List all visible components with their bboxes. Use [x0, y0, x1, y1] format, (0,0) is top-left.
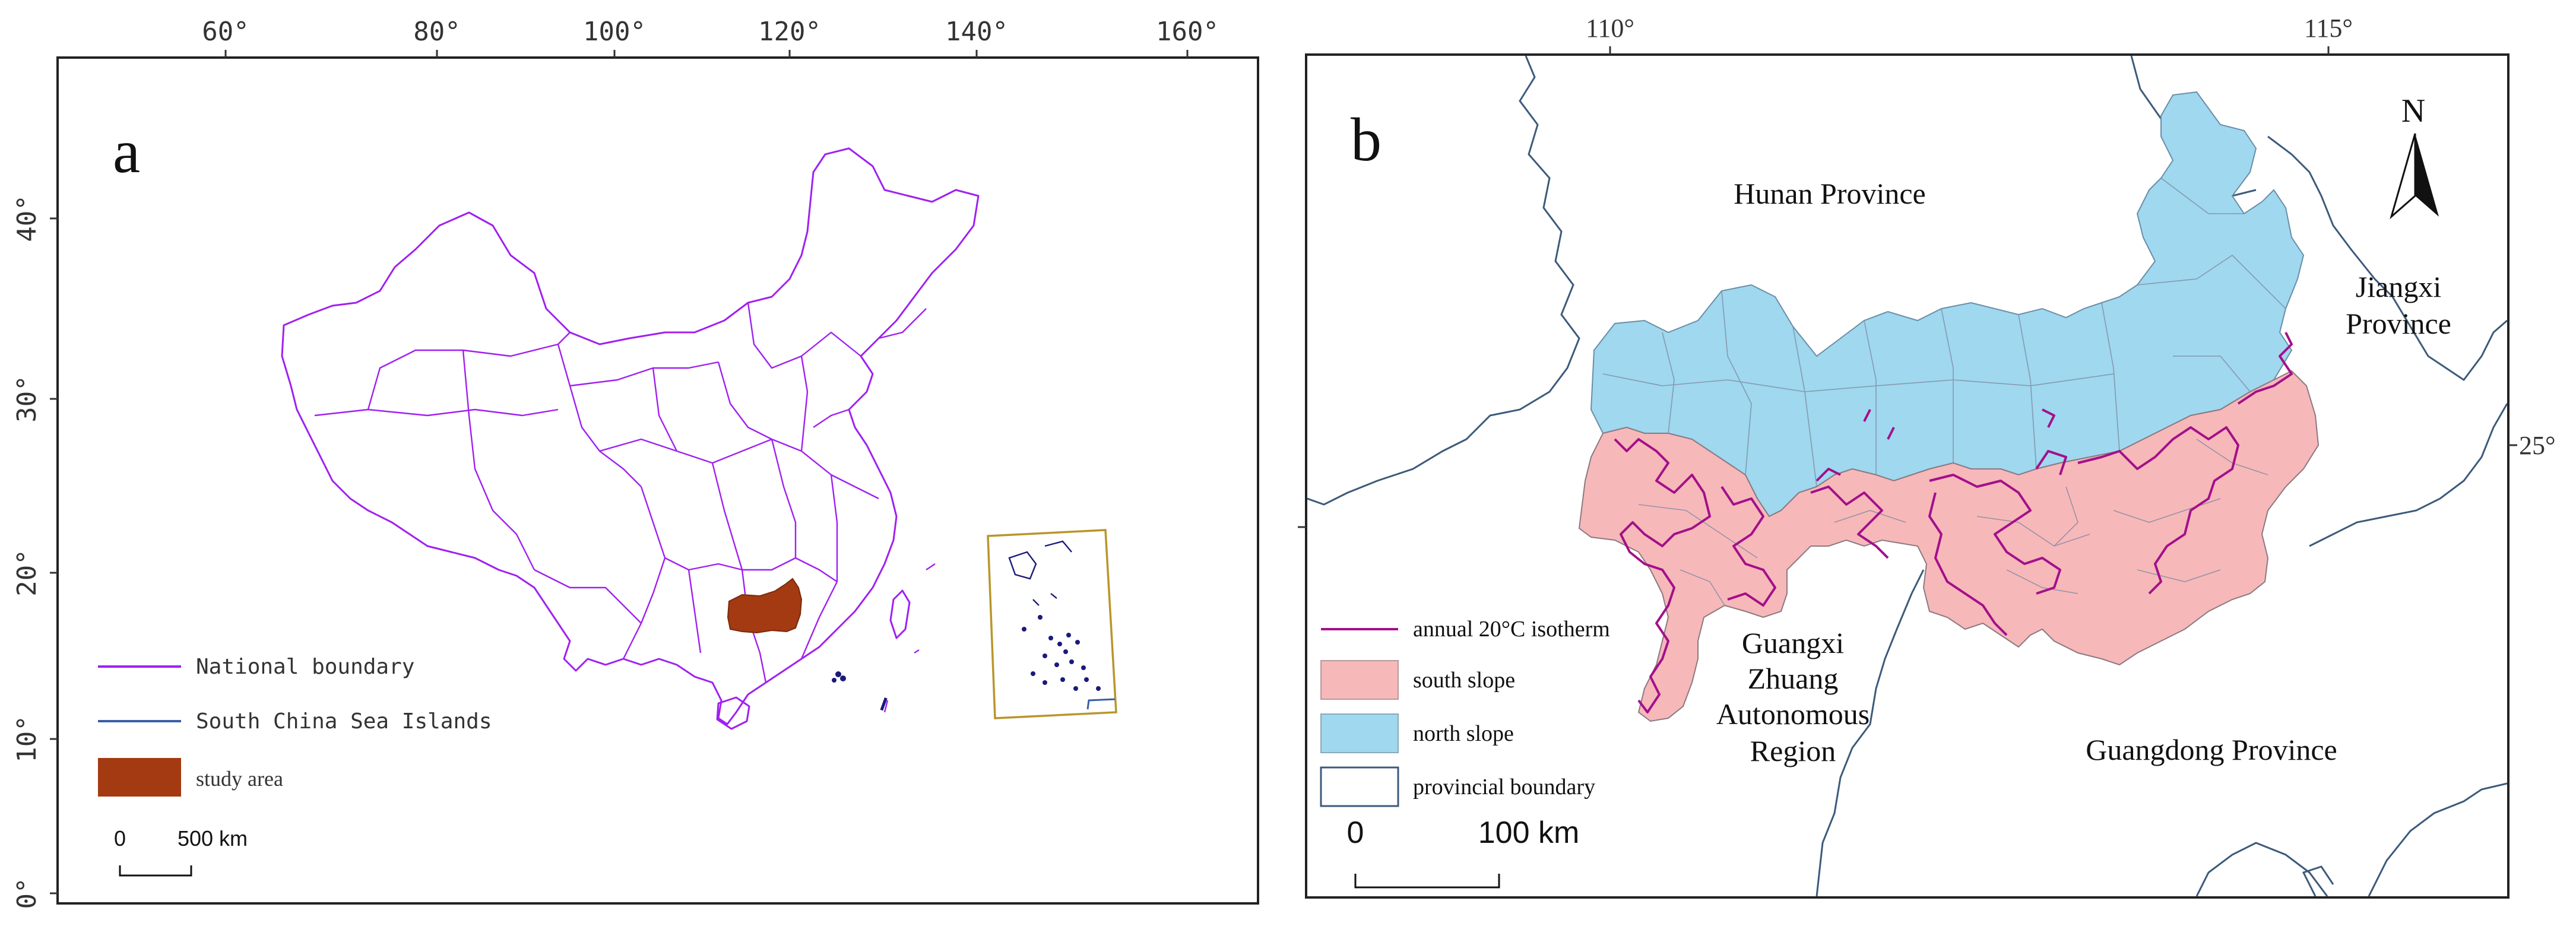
label-guangxi-line2: Zhuang [1748, 662, 1839, 695]
label-guangxi-line4: Region [1750, 734, 1836, 767]
legend-south-slope-swatch [1320, 660, 1399, 700]
scale-bar-b-line [1354, 874, 1500, 889]
scs-inset [987, 529, 1117, 719]
panel-a-tick-60: 60° [202, 17, 249, 47]
north-arrow-icon [2415, 134, 2439, 217]
label-guangdong: Guangdong Province [2086, 733, 2337, 766]
legend-study-area-swatch [98, 758, 181, 797]
panel-a-tick-160: 160° [1156, 17, 1219, 47]
scale-bar-b-length: 100 km [1478, 816, 1580, 850]
legend-north-slope-swatch [1320, 713, 1399, 753]
scale-bar-a-length: 500 km [178, 826, 248, 851]
panel-a-left-ticks [50, 217, 58, 894]
panel-a-tick-10: 10° [12, 715, 42, 762]
panel-a: 60° 80° 100° 120° 140° 160° 40° 30° 20° … [12, 17, 1259, 909]
panel-a-tick-120: 120° [758, 17, 821, 47]
inset-islands [1008, 540, 1072, 606]
legend-study-area-label: study area [196, 767, 283, 791]
study-area-shape [727, 578, 803, 634]
scs-islands-main [832, 671, 888, 711]
hainan-island [716, 696, 750, 730]
panel-a-tick-80: 80° [413, 17, 460, 47]
panel-b-ticks [1298, 46, 2517, 528]
panel-a-top-ticks [224, 50, 1189, 58]
label-jiangxi-line2: Province [2346, 307, 2451, 340]
label-hunan: Hunan Province [1734, 177, 1926, 210]
legend-isotherm-label: annual 20°C isotherm [1413, 617, 1610, 642]
north-arrow: N [2390, 93, 2439, 220]
legend-national-boundary-label: National boundary [196, 655, 414, 679]
inset-frame [987, 529, 1117, 719]
county-boundaries [1602, 177, 2286, 606]
legend-north-slope-label: north slope [1413, 721, 1514, 746]
panel-a-tick-0: 0° [12, 878, 42, 909]
panel-b-tick-115: 115° [2304, 14, 2353, 43]
south-slope-region [1578, 370, 2320, 722]
taiwan-island [889, 589, 911, 639]
legend-provincial-boundary-swatch [1320, 766, 1399, 807]
panel-a-label: a [113, 118, 140, 186]
legend-scs-label: South China Sea Islands [196, 709, 492, 734]
label-guangxi-line1: Guangxi [1742, 626, 1844, 659]
panel-b-tick-25: 25° [2519, 431, 2556, 460]
label-guangxi-line3: Autonomous [1716, 697, 1870, 731]
outer-provincial-boundaries [1307, 56, 2507, 896]
inset-corner [1086, 698, 1116, 710]
panel-b-tick-110: 110° [1586, 14, 1634, 43]
scale-bar-a-zero: 0 [114, 826, 126, 851]
north-arrow-letter: N [2401, 93, 2425, 129]
panel-b-legend: annual 20°C isotherm south slope north s… [1320, 617, 1610, 807]
china-outline [281, 147, 980, 725]
panel-a-tick-140: 140° [945, 17, 1008, 47]
panel-b-label: b [1351, 106, 1382, 174]
china-map [281, 147, 980, 730]
scale-bar-a-line [119, 865, 192, 877]
panel-b: 110° 115° 25° [1298, 14, 2556, 899]
panel-b-scale-bar: 0 100 km [1347, 816, 1580, 889]
panel-a-legend: National boundary South China Sea Island… [98, 655, 492, 797]
panel-a-tick-40: 40° [12, 195, 42, 242]
isotherm-lines [1614, 332, 2293, 713]
panel-a-scale-bar: 0 500 km [114, 826, 248, 877]
province-lines [314, 302, 927, 683]
label-jiangxi-line1: Jiangxi [2356, 270, 2441, 303]
panel-a-tick-20: 20° [12, 549, 42, 596]
panel-a-frame [56, 56, 1259, 905]
panel-a-tick-100: 100° [583, 17, 646, 47]
legend-south-slope-label: south slope [1413, 668, 1515, 693]
panel-a-tick-30: 30° [12, 375, 42, 422]
scale-bar-b-zero: 0 [1347, 816, 1364, 850]
legend-provincial-boundary-label: provincial boundary [1413, 775, 1595, 800]
coast-bits [883, 563, 936, 713]
inset-dots [1022, 615, 1101, 691]
